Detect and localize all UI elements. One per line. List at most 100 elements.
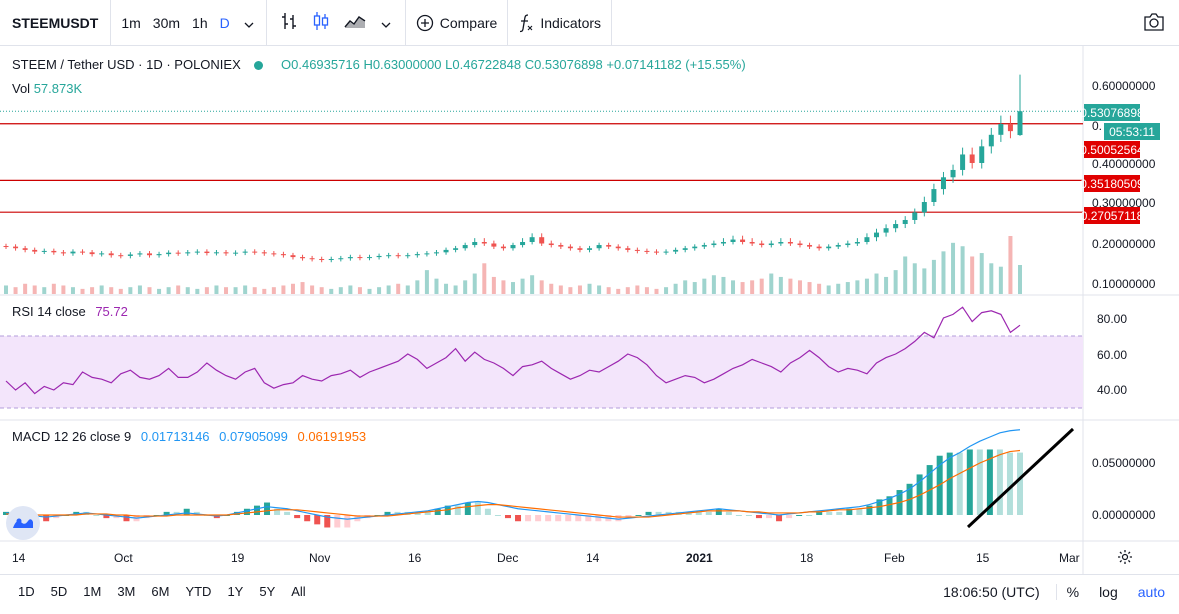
rsi-tick: 60.00 (1097, 348, 1128, 362)
time-tick: 19 (231, 551, 245, 565)
range-1m[interactable]: 1M (83, 584, 102, 599)
range-1y[interactable]: 1Y (227, 584, 244, 599)
candle-body (89, 252, 95, 255)
macd-histogram-bar (253, 505, 260, 515)
range-6m[interactable]: 6M (151, 584, 170, 599)
volume-bar (118, 288, 123, 294)
candle-body (290, 255, 296, 258)
volume-bar (654, 288, 659, 294)
volume-bar (549, 283, 554, 294)
volume-bar (845, 282, 850, 294)
candle-body (720, 242, 726, 244)
macd-label: MACD 12 26 close 9 (12, 429, 132, 444)
range-3m[interactable]: 3M (117, 584, 136, 599)
bar-chart-icon[interactable] (273, 11, 305, 34)
volume-bar (989, 263, 994, 294)
utc-clock[interactable]: 18:06:50 (UTC) (933, 584, 1057, 600)
macd-histogram-bar (715, 508, 722, 515)
candle-body (261, 252, 267, 254)
resolution-1h[interactable]: 1h (192, 14, 208, 31)
candle-body (749, 242, 755, 244)
last-price-label: 0.53076898 (1080, 104, 1144, 121)
area-chart-icon[interactable] (337, 13, 373, 32)
resolution-d[interactable]: D (219, 14, 230, 31)
legend-change: +0.07141182 (+15.55%) (606, 57, 746, 72)
symbol-search-button[interactable]: STEEMUSDT (0, 0, 112, 46)
plus-circle-icon (416, 14, 433, 31)
candle-body (854, 242, 860, 244)
volume-bar (884, 276, 889, 294)
volume-bar (243, 285, 248, 294)
bottom-toolbar: 1D 5D 1M 3M 6M YTD 1Y 5Y All 18:06:50 (U… (0, 574, 1179, 608)
candle-body (328, 259, 334, 261)
range-ytd[interactable]: YTD (185, 584, 212, 599)
candle-body (567, 246, 573, 249)
volume-bar (396, 283, 401, 294)
range-1d[interactable]: 1D (18, 584, 35, 599)
range-5y[interactable]: 5Y (259, 584, 276, 599)
candle-body (979, 146, 985, 163)
macd-histogram-bar (755, 515, 762, 519)
tradingview-logo[interactable] (6, 506, 40, 540)
volume-bar (42, 287, 47, 294)
candle-body (625, 248, 631, 250)
price-tick-partial: 0. (1092, 119, 1103, 133)
macd-histogram-bar (856, 508, 863, 515)
auto-toggle[interactable]: auto (1137, 584, 1165, 600)
settings-gear-icon[interactable] (1117, 549, 1133, 568)
candle-body (166, 252, 172, 255)
volume-label: Vol (12, 81, 31, 96)
legend-close: C0.53076898 (524, 57, 603, 72)
volume-bar (70, 287, 75, 294)
chart-canvas[interactable] (0, 46, 1179, 574)
candle-body (864, 237, 870, 242)
candle-body (319, 259, 325, 261)
candle-body (41, 250, 47, 252)
volume-bar (750, 280, 755, 294)
candle-body (759, 243, 765, 246)
macd-histogram-bar (304, 515, 311, 522)
volume-bar (731, 280, 736, 294)
volume-bar (80, 288, 85, 294)
candle-body (893, 224, 899, 229)
macd-histogram-bar (515, 515, 522, 522)
camera-icon[interactable] (1143, 12, 1165, 35)
resolution-30m[interactable]: 30m (152, 14, 181, 31)
volume-bar (176, 285, 181, 294)
candle-body (577, 248, 583, 250)
chevron-down-icon[interactable] (236, 15, 262, 31)
volume-bar (970, 256, 975, 294)
candlestick-icon[interactable] (305, 11, 337, 34)
candle-body (472, 242, 478, 246)
range-all[interactable]: All (291, 584, 306, 599)
candle-body (950, 169, 956, 178)
macd-histogram-bar (635, 515, 642, 516)
volume-bar (597, 285, 602, 294)
macd-histogram-bar (946, 452, 953, 515)
macd-histogram-bar (565, 515, 572, 522)
range-5d[interactable]: 5D (50, 584, 68, 599)
macd-histogram-bar (996, 449, 1003, 515)
macd-histogram-bar (183, 508, 190, 515)
volume-bar (635, 285, 640, 294)
candle-body (768, 243, 774, 246)
chevron-down-icon[interactable] (373, 15, 399, 31)
rsi-band (0, 336, 1083, 408)
time-tick: 16 (408, 551, 422, 565)
percent-toggle[interactable]: % (1066, 584, 1080, 600)
candle-body (51, 250, 57, 253)
resolution-1m[interactable]: 1m (121, 14, 141, 31)
macd-line (5, 429, 1021, 520)
price-tick: 0.20000000 (1092, 237, 1156, 251)
log-toggle[interactable]: log (1099, 584, 1118, 600)
indicators-label: Indicators (540, 14, 602, 31)
candle-body (405, 255, 411, 257)
compare-button[interactable]: Compare (406, 0, 509, 46)
macd-histogram-bar (163, 511, 170, 515)
time-tick: 14 (586, 551, 600, 565)
indicators-button[interactable]: Indicators (508, 0, 613, 46)
volume-bar (625, 287, 630, 294)
signal-line (6, 449, 1021, 518)
volume-bar (530, 275, 535, 294)
candle-body (644, 250, 650, 252)
